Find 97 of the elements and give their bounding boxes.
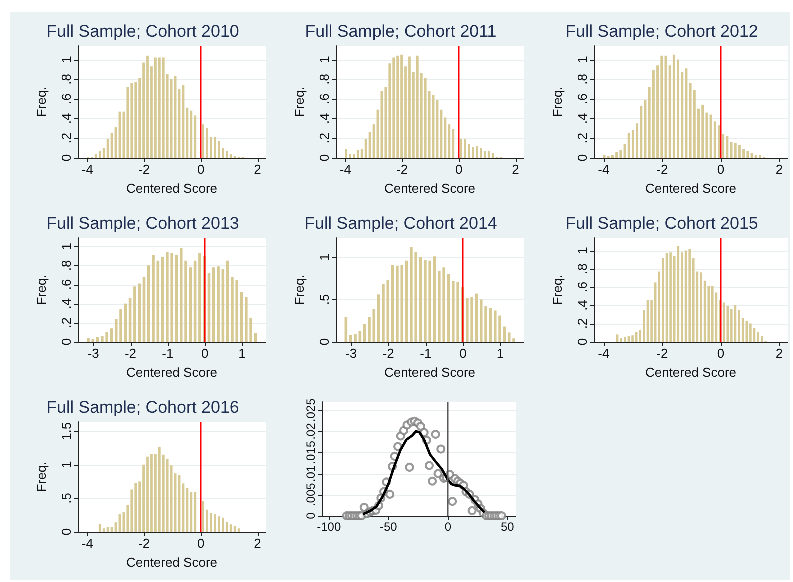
x-tick-label: 0 (197, 536, 205, 551)
x-tick-label: 1 (238, 346, 246, 361)
y-axis-title: Freq. (34, 274, 49, 306)
y-tick-label: .2 (575, 132, 590, 144)
y-tick-label: 0 (317, 154, 332, 162)
chart-title: Full Sample; Cohort 2016 (46, 398, 240, 417)
x-tick-label: -4 (82, 162, 94, 177)
x-axis-title: Centered Score (645, 181, 737, 196)
x-axis-title: Centered Score (126, 555, 218, 570)
y-tick-label: .6 (59, 94, 74, 104)
x-tick-label: -2 (138, 536, 150, 551)
y-tick-label: 1 (575, 247, 590, 254)
x-tick-label: -100 (317, 520, 342, 534)
y-tick-label: .4 (59, 113, 74, 124)
y-tick-label: .4 (317, 113, 332, 124)
y-axis-title: Freq. (292, 86, 307, 118)
y-tick-label: .8 (59, 260, 74, 272)
x-tick-label: -3 (346, 346, 358, 361)
x-tick-label: 50 (500, 520, 515, 534)
x-axis-title: Centered Score (384, 365, 476, 380)
x-tick-label: -4 (598, 346, 610, 361)
x-axis-title: Centered Score (126, 365, 218, 380)
x-tick-label: 2 (776, 346, 784, 361)
x-tick-label: 0 (717, 162, 725, 177)
y-axis-title: Freq. (292, 274, 307, 306)
chart-title: Full Sample; Cohort 2012 (566, 22, 758, 41)
x-tick-label: 0 (197, 162, 205, 177)
x-tick-label: -2 (656, 346, 668, 361)
y-tick-label: 1 (59, 242, 74, 250)
x-tick-label: 0 (201, 346, 209, 361)
y-tick-label: 1 (59, 56, 74, 64)
chart-title: Full Sample; Cohort 2015 (566, 214, 758, 233)
x-tick-label: 2 (254, 536, 262, 551)
y-tick-label: .2 (59, 132, 74, 144)
y-tick-label: .2 (59, 317, 74, 328)
y-tick-label: .8 (59, 74, 74, 85)
y-tick-label: 1 (317, 254, 332, 262)
y-tick-label: 0 (575, 338, 590, 346)
x-tick-label: 0 (455, 162, 463, 177)
x-tick-label: 2 (776, 162, 784, 177)
y-tick-label: .02 (304, 422, 318, 440)
x-tick-label: -2 (382, 346, 394, 361)
y-axis-title: Freq. (550, 274, 565, 306)
x-tick-label: -4 (598, 162, 610, 177)
y-tick-label: .6 (575, 282, 590, 293)
y-tick-label: .01 (304, 465, 318, 482)
y-tick-label: .4 (575, 113, 590, 124)
x-tick-label: 0 (717, 346, 725, 361)
y-tick-label: .4 (59, 298, 74, 310)
y-axis-title: Freq. (550, 86, 565, 118)
y-tick-label: 1 (317, 56, 332, 64)
y-tick-label: 0 (304, 512, 318, 520)
y-tick-label: .5 (59, 493, 74, 504)
y-tick-label: .025 (304, 398, 318, 422)
x-tick-label: -1 (162, 346, 174, 361)
y-tick-label: .8 (317, 74, 332, 85)
y-tick-label: 0 (59, 154, 74, 162)
chart-title: Full Sample; Cohort 2014 (304, 214, 498, 233)
x-tick-label: 2 (254, 162, 262, 177)
x-tick-label: -50 (380, 520, 398, 534)
y-tick-label: .2 (317, 132, 332, 144)
y-tick-label: .8 (575, 264, 590, 274)
y-tick-label: .6 (59, 279, 74, 290)
x-tick-label: -2 (124, 346, 137, 361)
y-axis-title: Freq. (34, 86, 49, 118)
x-tick-label: -2 (138, 162, 150, 177)
y-tick-label: 0 (317, 338, 332, 346)
x-axis-title: Centered Score (384, 181, 476, 196)
x-axis-title: Centered Score (126, 181, 218, 196)
chart-title: Full Sample; Cohort 2010 (46, 22, 240, 41)
x-tick-label: 2 (512, 162, 520, 177)
x-tick-label: -2 (656, 162, 668, 177)
x-tick-label: -2 (396, 162, 408, 177)
x-axis-title: Centered Score (645, 365, 737, 380)
x-tick-label: 0 (460, 346, 467, 361)
y-tick-label: 1.5 (59, 422, 74, 440)
x-tick-label: -4 (82, 536, 94, 551)
y-tick-label: .015 (304, 440, 318, 464)
y-tick-label: .2 (575, 318, 590, 330)
y-tick-label: .6 (575, 94, 590, 104)
y-tick-label: .4 (575, 300, 590, 311)
x-tick-label: -4 (340, 162, 352, 177)
y-tick-label: .5 (317, 294, 332, 306)
y-tick-label: .6 (317, 94, 332, 104)
y-tick-label: .005 (304, 482, 318, 507)
y-tick-label: 1 (575, 56, 590, 64)
y-axis-title: Freq. (34, 462, 49, 492)
x-tick-label: 0 (444, 520, 452, 534)
chart-title: Full Sample; Cohort 2011 (305, 22, 497, 41)
y-tick-label: 1 (59, 461, 74, 469)
chart-title: Full Sample; Cohort 2013 (46, 214, 240, 233)
y-tick-label: .8 (575, 74, 590, 85)
y-tick-label: 0 (575, 154, 590, 162)
y-tick-label: 0 (59, 338, 74, 346)
x-tick-label: 1 (496, 346, 504, 361)
x-tick-label: -1 (420, 346, 432, 361)
x-tick-label: -3 (88, 346, 100, 361)
